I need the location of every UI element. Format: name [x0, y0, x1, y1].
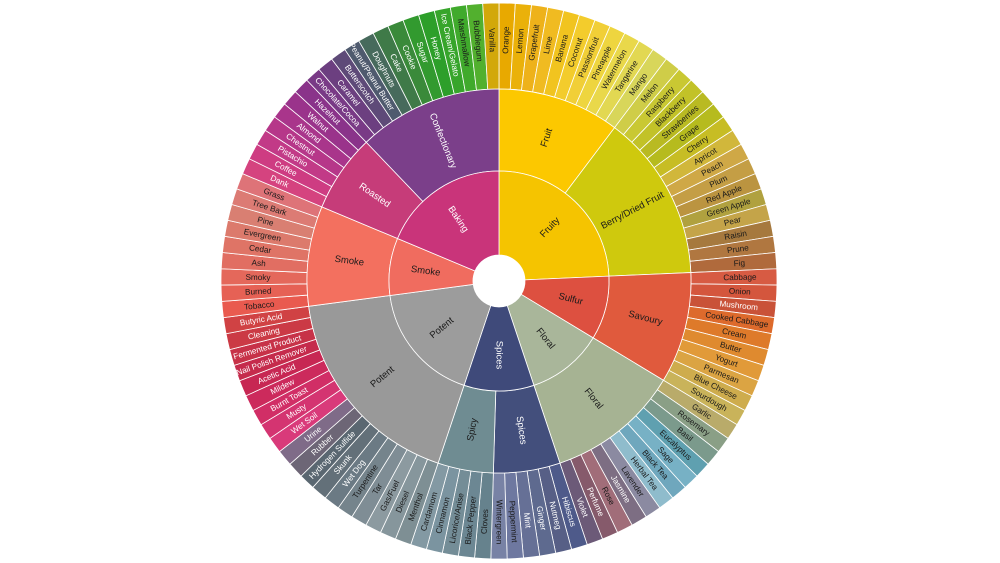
label-cedar: Cedar — [248, 243, 272, 255]
label-peppermint: Peppermint — [507, 500, 518, 543]
label-vanilla: Vanilla — [487, 28, 497, 53]
label-bubblegum: Bubblegum — [471, 20, 484, 62]
label-pear: Pear — [723, 215, 742, 228]
label-cabbage: Cabbage — [723, 273, 757, 282]
label-tobacco: Tobacco — [244, 300, 276, 312]
category-label-smoke: Smoke — [410, 264, 441, 279]
label-burned: Burned — [245, 287, 272, 297]
label-prune: Prune — [726, 243, 749, 255]
center-hole — [473, 255, 525, 307]
category-label-spices: Spices — [494, 341, 505, 370]
group-label-spices: Spices — [514, 415, 529, 445]
label-onion: Onion — [729, 287, 752, 297]
label-lemon: Lemon — [515, 28, 526, 54]
label-cloves: Cloves — [480, 509, 490, 535]
category-fruity — [498, 170, 610, 281]
label-wintergreen: Wintergreen — [495, 500, 504, 545]
group-label-smoke: Smoke — [334, 254, 365, 269]
label-smoky: Smoky — [245, 273, 271, 282]
outer-ring: Orange Lemon Grapefruit Lime BananaCoconutPa… — [220, 2, 778, 560]
label-raisin: Raisin — [724, 229, 748, 242]
label-lime: Lime — [542, 35, 555, 55]
label-fig: Fig — [733, 258, 745, 268]
label-pine: Pine — [256, 215, 275, 228]
label-mint: Mint — [522, 512, 533, 529]
group-label-spicy: Spicy — [465, 417, 480, 442]
label-mushroom: Mushroom — [719, 299, 759, 312]
label-ginger: Ginger — [535, 505, 548, 531]
label-orange: Orange — [501, 26, 511, 54]
label-ash: Ash — [251, 258, 266, 268]
